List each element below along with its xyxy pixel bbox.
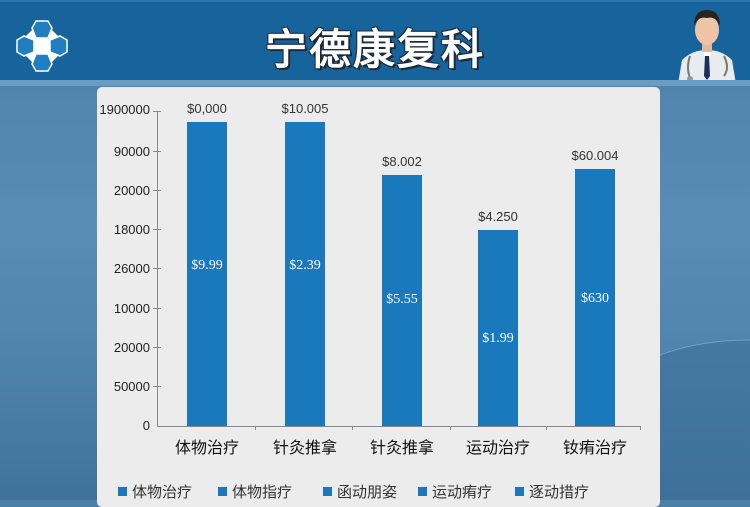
- bar-inner-label: $5.55: [386, 292, 418, 307]
- x-tick: [352, 426, 353, 430]
- x-category-label: 钕痏治疗: [562, 438, 627, 457]
- header-banner: 宁德康复科: [0, 0, 750, 84]
- page-title: 宁德康复科: [264, 25, 485, 74]
- doctor-avatar-icon: [678, 10, 736, 84]
- legend-swatch-icon: [418, 487, 427, 496]
- y-tick-label: 1900000: [99, 102, 150, 117]
- y-tick-label: 26000: [113, 261, 150, 276]
- y-tick-label: 0: [142, 418, 150, 433]
- legend-item[interactable]: 体物治疗: [118, 481, 192, 502]
- legend-label: 逐动措疗: [529, 483, 590, 501]
- y-tick-label: 90000: [113, 144, 150, 159]
- x-category-label: 针灸推拿: [272, 438, 337, 457]
- bar-inner-label: $2.39: [289, 258, 321, 273]
- bar-value-label: $10.005: [281, 101, 329, 116]
- x-category-label: 体物治疗: [174, 438, 239, 457]
- y-tick-label: 20000: [113, 183, 150, 198]
- y-tick: [153, 229, 161, 230]
- bar-inner-label: $1.99: [482, 331, 514, 346]
- y-tick: [153, 151, 161, 152]
- x-category-label: 运动治疗: [465, 438, 530, 457]
- legend-label: 运动痏疗: [432, 483, 493, 501]
- x-category-label: 针灸推拿: [369, 438, 434, 457]
- y-tick: [153, 190, 161, 191]
- background-wave-decoration: [660, 339, 750, 500]
- legend-item[interactable]: 体物指疗: [218, 481, 292, 502]
- y-tick-label: 20000: [113, 340, 150, 355]
- legend-label: 体物指疗: [232, 483, 293, 501]
- bar-value-label: $0,000: [187, 101, 227, 116]
- x-tick: [640, 426, 641, 430]
- bar-value-label: $4.250: [478, 209, 518, 224]
- y-tick: [153, 268, 161, 269]
- bar-series-1[interactable]: [187, 122, 227, 426]
- y-tick: [153, 308, 161, 309]
- bar-inner-label: $630: [581, 291, 609, 306]
- y-tick-label: 50000: [113, 379, 150, 394]
- x-tick: [255, 426, 256, 430]
- legend-swatch-icon: [218, 487, 227, 496]
- x-axis: [157, 426, 640, 427]
- legend-item[interactable]: 运动痏疗: [418, 481, 492, 502]
- legend-swatch-icon: [323, 487, 332, 496]
- y-tick-label: 10000: [113, 301, 150, 316]
- legend-label: 函动朋姿: [337, 483, 398, 501]
- legend-item[interactable]: 逐动措疗: [515, 481, 589, 502]
- bar-value-label: $60.004: [571, 148, 619, 163]
- y-tick: [153, 347, 161, 348]
- bar-series-5[interactable]: [575, 169, 615, 426]
- medical-cross-logo-icon: [16, 20, 68, 72]
- bar-inner-label: $9.99: [191, 258, 223, 273]
- bar-series-2[interactable]: [285, 122, 325, 426]
- header-divider: [0, 80, 750, 86]
- y-tick: [153, 386, 161, 387]
- y-tick: [153, 111, 161, 112]
- legend-label: 体物治疗: [132, 483, 193, 501]
- bar-value-label: $8.002: [382, 154, 422, 169]
- bar-series-4[interactable]: [478, 230, 518, 426]
- x-tick: [546, 426, 547, 430]
- legend-swatch-icon: [515, 487, 524, 496]
- legend-item[interactable]: 函动朋姿: [323, 481, 397, 502]
- bar-series-3[interactable]: [382, 175, 422, 426]
- y-tick-label: 18000: [113, 222, 150, 237]
- x-tick: [450, 426, 451, 430]
- legend-swatch-icon: [118, 487, 127, 496]
